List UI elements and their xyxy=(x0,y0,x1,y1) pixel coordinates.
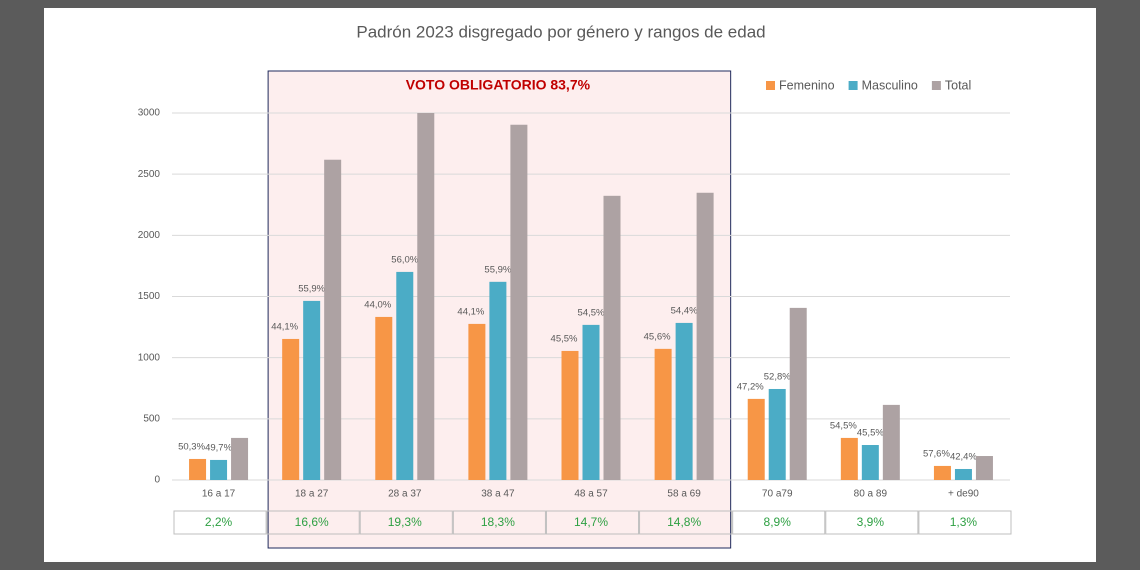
bar xyxy=(696,192,714,480)
data-label: 42,4% xyxy=(950,452,977,463)
data-label: 45,5% xyxy=(857,428,884,439)
bar xyxy=(375,316,393,480)
share-cell xyxy=(918,510,1012,535)
share-label: 16,6% xyxy=(295,515,329,529)
legend-label: Total xyxy=(945,78,971,92)
bar xyxy=(417,113,435,480)
share-label: 1,3% xyxy=(950,515,978,529)
chart-title: Padrón 2023 disgregado por género y rang… xyxy=(356,22,765,41)
bar xyxy=(561,350,579,480)
share-label: 8,9% xyxy=(764,515,792,529)
bar xyxy=(654,348,672,480)
data-label: 49,7% xyxy=(205,442,232,453)
bar xyxy=(324,159,342,481)
y-tick-label: 1000 xyxy=(138,352,161,363)
share-cell xyxy=(359,510,453,535)
share-cell xyxy=(452,510,546,535)
share-cell xyxy=(639,510,733,535)
y-tick-label: 2000 xyxy=(138,230,161,241)
bar xyxy=(840,437,858,480)
bar xyxy=(768,388,786,480)
share-label: 18,3% xyxy=(481,515,515,529)
data-label: 57,6% xyxy=(923,448,950,459)
x-tick-label: 28 a 37 xyxy=(388,489,422,500)
data-label: 55,9% xyxy=(484,264,511,275)
data-label: 54,5% xyxy=(830,420,857,431)
x-tick-label: 16 a 17 xyxy=(202,489,236,500)
share-label: 2,2% xyxy=(205,515,233,529)
bar xyxy=(954,468,972,480)
data-label: 45,6% xyxy=(644,331,671,342)
share-label: 14,7% xyxy=(574,515,608,529)
data-label: 50,3% xyxy=(178,441,205,452)
bar xyxy=(861,445,879,480)
bar xyxy=(210,459,228,480)
data-label: 54,4% xyxy=(671,305,698,316)
bar xyxy=(882,404,900,480)
x-tick-label: 18 a 27 xyxy=(295,489,329,500)
bar xyxy=(396,271,414,480)
x-tick-label: 70 a79 xyxy=(762,489,793,500)
legend-label: Masculino xyxy=(862,78,918,92)
legend-swatch xyxy=(766,81,775,90)
legend-swatch xyxy=(931,81,941,90)
share-cell xyxy=(173,510,267,535)
bar xyxy=(282,338,300,480)
y-tick-label: 3000 xyxy=(138,108,161,119)
share-cell xyxy=(266,510,360,535)
share-label: 14,8% xyxy=(667,515,701,529)
bar xyxy=(303,300,321,480)
bar xyxy=(933,465,951,480)
y-tick-label: 2500 xyxy=(138,169,161,180)
y-tick-label: 1500 xyxy=(138,291,161,302)
data-label: 44,1% xyxy=(457,306,484,317)
annotation: VOTO OBLIGATORIO 83,7% xyxy=(406,77,591,93)
data-label: 55,9% xyxy=(298,283,325,294)
legend-swatch xyxy=(848,81,858,90)
bar xyxy=(231,437,249,480)
bar xyxy=(489,281,507,480)
data-label: 54,5% xyxy=(578,307,605,318)
bar xyxy=(603,195,621,480)
share-label: 19,3% xyxy=(388,515,422,529)
y-tick-label: 500 xyxy=(143,413,160,424)
x-tick-label: 58 a 69 xyxy=(667,489,701,500)
legend-label: Femenino xyxy=(779,78,835,92)
bar xyxy=(582,324,600,480)
data-label: 44,1% xyxy=(271,321,298,332)
bar xyxy=(510,124,528,480)
share-cell xyxy=(545,510,640,535)
x-tick-label: 48 a 57 xyxy=(574,489,608,500)
x-tick-label: 80 a 89 xyxy=(854,489,888,500)
bar xyxy=(747,398,765,480)
share-cell xyxy=(732,510,826,535)
data-label: 47,2% xyxy=(737,381,764,392)
data-label: 52,8% xyxy=(764,371,791,382)
data-label: 44,0% xyxy=(364,299,391,310)
bar xyxy=(189,458,207,480)
share-cell xyxy=(825,510,919,535)
y-tick-label: 0 xyxy=(154,475,160,486)
bar xyxy=(468,323,486,480)
x-tick-label: + de90 xyxy=(948,489,979,500)
data-label: 56,0% xyxy=(391,254,418,265)
bar xyxy=(675,322,693,480)
bar xyxy=(975,456,993,480)
x-tick-label: 38 a 47 xyxy=(481,489,515,500)
data-label: 45,5% xyxy=(551,333,578,344)
bar xyxy=(789,307,807,480)
share-label: 3,9% xyxy=(857,515,885,529)
